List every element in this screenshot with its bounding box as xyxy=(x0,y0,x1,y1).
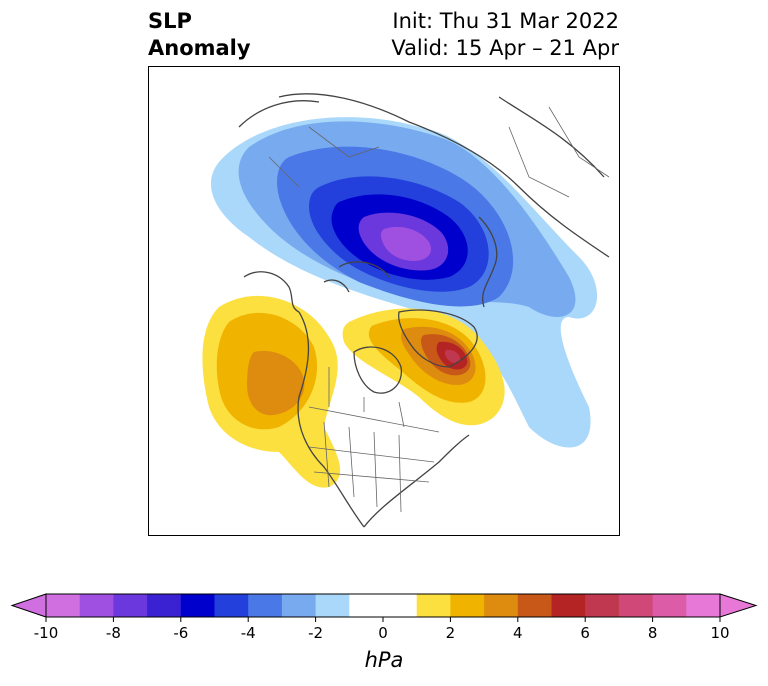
colorbar-bin xyxy=(79,594,114,617)
colorbar-tick-label: -8 xyxy=(106,624,121,642)
colorbar-extend-high xyxy=(719,593,758,618)
colorbar-tick-label: 6 xyxy=(580,624,590,642)
coast-scandinavia xyxy=(478,216,498,308)
colorbar-tick-label: 0 xyxy=(378,624,388,642)
title-type: Anomaly xyxy=(148,36,251,60)
colorbar-bin xyxy=(147,594,182,617)
border-states-1 xyxy=(323,421,402,513)
map-title: SLP Anomaly xyxy=(148,8,251,62)
border-eurasia-1 xyxy=(508,106,610,198)
colorbar-tick-label: 4 xyxy=(513,624,523,642)
border-eurasia-2 xyxy=(268,126,380,188)
positive-anomaly-west xyxy=(202,295,341,488)
contour-pos-e-6 xyxy=(445,349,460,363)
colorbar-bin xyxy=(585,594,620,617)
coast-arctic-islands xyxy=(323,261,390,293)
coast-alaska xyxy=(243,271,300,313)
map-dates: Init: Thu 31 Mar 2022 Valid: 15 Apr – 21… xyxy=(391,8,619,62)
coast-north-america xyxy=(297,311,365,528)
map-panel xyxy=(148,66,620,536)
colorbar-bin xyxy=(450,594,485,617)
colorbar-bin xyxy=(686,594,721,617)
colorbar-bin xyxy=(180,594,215,617)
colorbar: -10 -8 -6 -4 -2 0 2 4 6 8 10 xyxy=(10,590,758,650)
coast-north-america-east xyxy=(363,434,470,528)
colorbar-tick-label: 2 xyxy=(446,624,456,642)
coast-hudson-bay xyxy=(353,346,402,394)
colorbar-tick-label: -6 xyxy=(173,624,188,642)
colorbar-bin xyxy=(349,594,418,617)
colorbar-bin xyxy=(113,594,148,617)
anomaly-map xyxy=(202,93,610,528)
colorbar-tick-label: 8 xyxy=(648,624,658,642)
colorbar-graphic: -10 -8 -6 -4 -2 0 2 4 6 8 10 xyxy=(10,593,758,642)
colorbar-bin xyxy=(652,594,687,617)
coastlines xyxy=(238,93,610,528)
positive-anomaly-east xyxy=(342,308,505,426)
colorbar-bin xyxy=(484,594,519,617)
border-provinces xyxy=(328,367,405,428)
colorbar-bin xyxy=(214,594,249,617)
negative-anomaly-field xyxy=(210,117,598,448)
colorbar-tick-label: 10 xyxy=(710,624,729,642)
colorbar-bin xyxy=(315,594,350,617)
colorbar-bin xyxy=(46,594,81,617)
colorbar-bin xyxy=(248,594,283,617)
colorbar-extend-low xyxy=(10,593,47,618)
coast-eurasia xyxy=(278,93,610,258)
colorbar-tick-label: -4 xyxy=(241,624,256,642)
colorbar-bin xyxy=(416,594,451,617)
init-date: Init: Thu 31 Mar 2022 xyxy=(392,9,619,33)
coast-siberia xyxy=(238,96,605,178)
political-borders xyxy=(268,106,610,513)
valid-range: Valid: 15 Apr – 21 Apr xyxy=(391,36,619,60)
colorbar-unit-label: hPa xyxy=(364,648,404,672)
coast-greenland xyxy=(398,309,478,368)
border-states-2 xyxy=(308,446,435,483)
colorbar-tick-label: -10 xyxy=(34,624,59,642)
colorbar-bin xyxy=(281,594,317,617)
title-variable: SLP xyxy=(148,9,192,33)
border-us-canada xyxy=(308,406,440,433)
contour-neg-7 xyxy=(380,226,432,261)
colorbar-bin xyxy=(618,594,654,617)
colorbar-bin xyxy=(517,594,552,617)
colorbar-bin xyxy=(551,594,586,617)
contour-pos-w-3 xyxy=(247,350,305,416)
colorbar-tick-label: -2 xyxy=(308,624,323,642)
